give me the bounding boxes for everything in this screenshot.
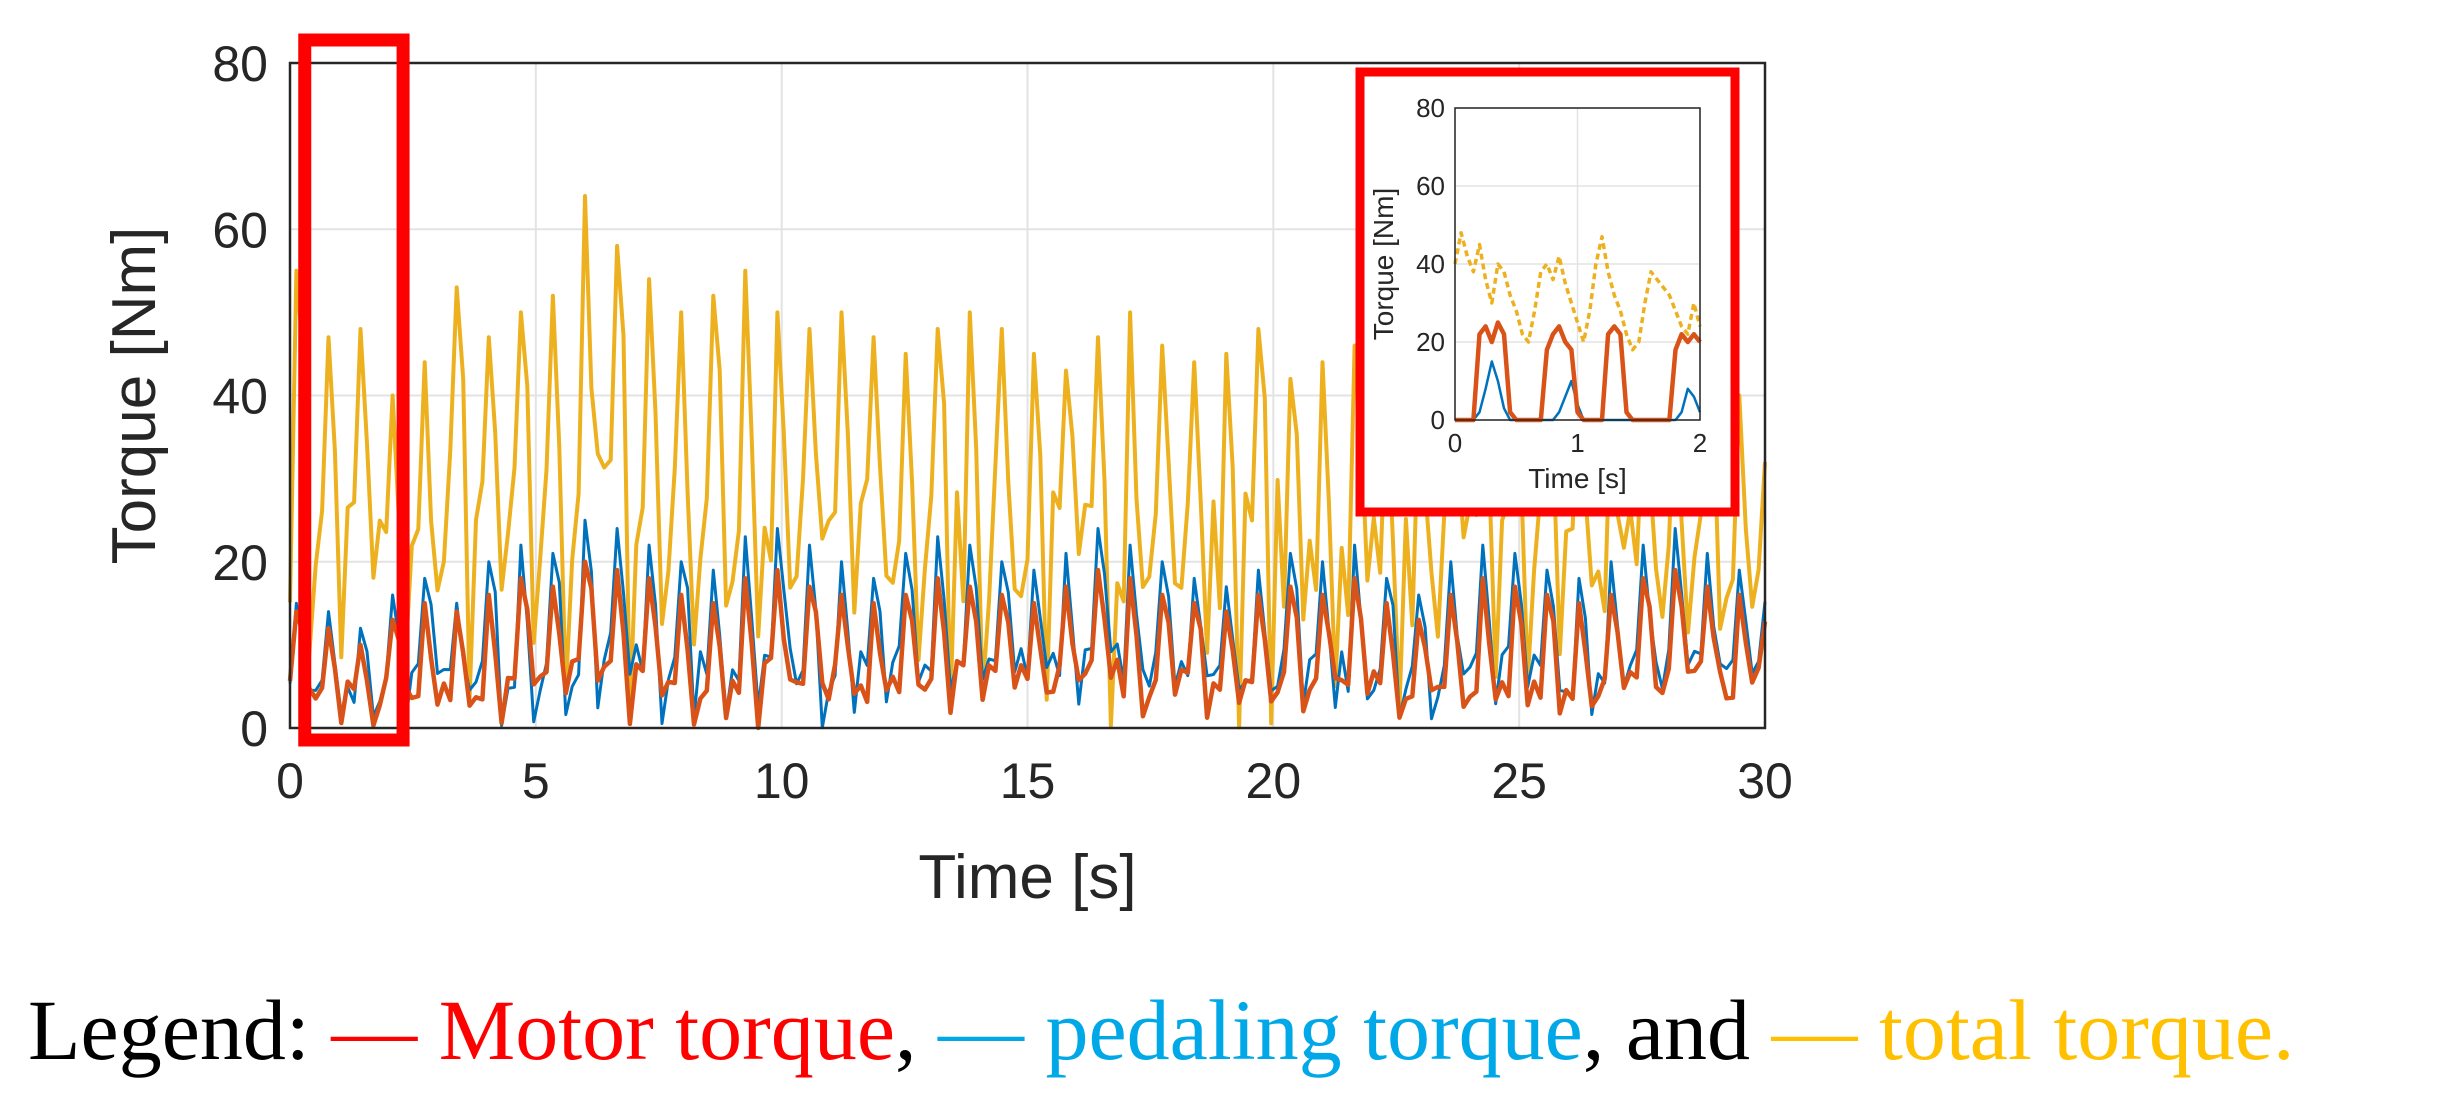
legend-and: , and — [1582, 982, 1772, 1078]
x-tick-label: 20 — [1246, 753, 1302, 809]
inset-x-tick-label: 0 — [1448, 428, 1462, 458]
inset-background — [1360, 72, 1735, 512]
inset-series-line-total — [1453, 231, 1702, 352]
legend-pedaling-torque: — pedaling torque — [937, 982, 1583, 1078]
inset-x-tick-label: 1 — [1570, 428, 1584, 458]
highlight-region-box — [298, 33, 410, 747]
legend-separator: , — [894, 982, 938, 1078]
inset-y-tick-label: 0 — [1431, 405, 1445, 435]
y-tick-label: 20 — [212, 535, 268, 591]
x-tick-label: 5 — [522, 753, 550, 809]
x-tick-label: 10 — [754, 753, 810, 809]
inset-y-tick-label: 40 — [1416, 249, 1445, 279]
x-tick-label: 30 — [1737, 753, 1793, 809]
inset-y-tick-label: 60 — [1416, 171, 1445, 201]
y-tick-label: 40 — [212, 369, 268, 425]
x-tick-label: 0 — [276, 753, 304, 809]
main-x-axis-label: Time [s] — [918, 843, 1136, 912]
legend-caption: Legend: — Motor torque, — pedaling torqu… — [28, 980, 2448, 1080]
inset-x-tick-label: 2 — [1693, 428, 1707, 458]
legend-prefix: Legend: — [28, 982, 332, 1078]
inset-plot-frame — [1454, 107, 1701, 421]
y-tick-label: 80 — [212, 36, 268, 92]
main-plot-frame — [288, 61, 1767, 730]
legend-motor-torque: — Motor torque — [331, 982, 895, 1078]
inset-x-axis-label: Time [s] — [1528, 463, 1627, 494]
inset-highlight-border — [1355, 67, 1740, 517]
y-tick-label: 0 — [240, 701, 268, 757]
main-y-axis-label: Torque [Nm] — [100, 227, 169, 565]
y-tick-label: 60 — [212, 202, 268, 258]
inset-y-tick-label: 20 — [1416, 327, 1445, 357]
x-tick-label: 15 — [1000, 753, 1056, 809]
legend-total-torque: — total torque. — [1771, 982, 2295, 1078]
inset-y-axis-label: Torque [Nm] — [1368, 188, 1399, 341]
series-line-motor — [287, 559, 1768, 731]
inset-y-tick-label: 80 — [1416, 93, 1445, 123]
x-tick-label: 25 — [1491, 753, 1547, 809]
